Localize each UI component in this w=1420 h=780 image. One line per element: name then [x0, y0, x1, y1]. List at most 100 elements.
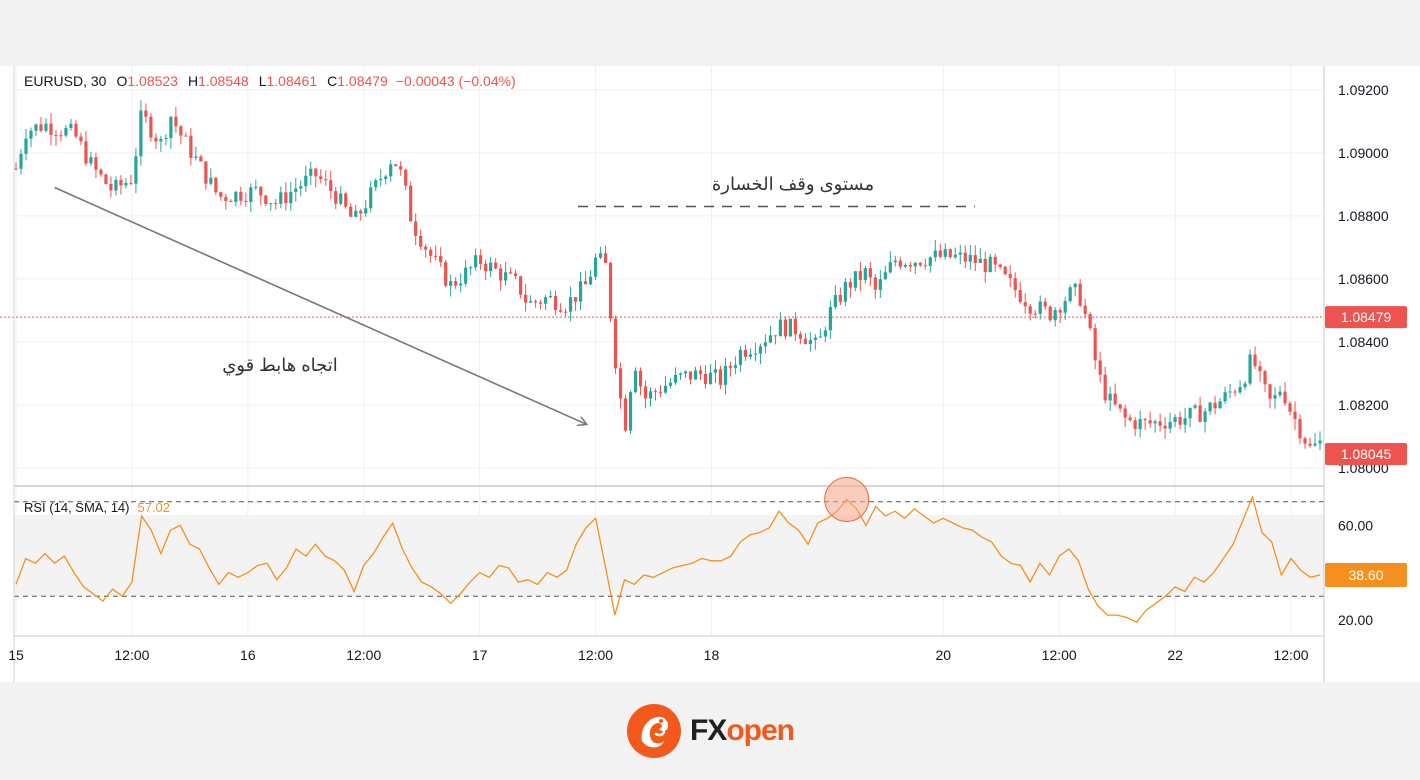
candle-body — [668, 382, 673, 386]
candle-body — [299, 186, 303, 189]
candle-body — [618, 368, 623, 399]
candle-body — [1048, 306, 1052, 321]
candle-body — [928, 257, 932, 266]
candle-body — [553, 295, 558, 311]
candle-body — [319, 176, 323, 180]
rsi-band-fill — [14, 515, 1324, 596]
candle-body — [449, 281, 453, 286]
candle-body — [169, 116, 173, 139]
brand-prefix: FX — [689, 714, 727, 747]
candle-body — [59, 135, 63, 137]
candle-body — [1033, 313, 1037, 315]
candle-body — [94, 157, 98, 170]
candle-body — [953, 254, 957, 258]
candle-body — [24, 138, 28, 154]
candle-body — [908, 264, 912, 267]
rsi-legend-value: 57.02 — [137, 500, 170, 515]
rsi-value-tag-box — [1325, 562, 1407, 587]
candle-body — [678, 373, 683, 375]
candle-body — [693, 370, 698, 380]
legend-o-value: 1.08523 — [127, 73, 178, 89]
candle-body — [399, 166, 403, 170]
time-tick-label: 20 — [935, 647, 951, 663]
legend-c-label: C — [327, 73, 337, 89]
candle-body — [419, 235, 423, 247]
candle-body — [563, 311, 568, 313]
candle-body — [189, 135, 193, 158]
rsi-legend: RSI (14, SMA, 14) 57.02 — [24, 500, 170, 515]
candle-body — [573, 297, 578, 302]
candle-body — [44, 123, 48, 131]
candle-body — [194, 156, 198, 158]
candle-body — [409, 185, 413, 222]
candle-body — [1013, 278, 1017, 291]
candle-body — [1203, 411, 1207, 422]
time-tick-label: 16 — [240, 647, 256, 663]
candle-body — [434, 255, 438, 257]
candle-body — [174, 116, 178, 127]
trend-arrow — [54, 186, 586, 425]
price-tick-label: 1.08600 — [1338, 271, 1389, 287]
price-chart[interactable]: مستوى وقف الخسارة اتجاه هابط قوي EURUSD,… — [0, 66, 1420, 682]
candle-body — [1108, 393, 1112, 401]
candle-body — [753, 353, 758, 355]
candle-body — [838, 294, 842, 302]
candle-body — [988, 256, 992, 272]
candle-body — [1193, 405, 1197, 408]
candle-body — [129, 182, 133, 184]
candle-body — [688, 371, 693, 380]
candle-body — [344, 193, 348, 207]
legend-symbol: EURUSD, 30 — [24, 73, 107, 89]
candle-body — [1073, 283, 1077, 288]
candle-body — [803, 338, 807, 345]
candle-body — [474, 255, 478, 268]
footer: FXopen — [0, 682, 1420, 780]
candle-body — [1043, 301, 1047, 307]
candle-body — [963, 252, 967, 262]
candle-body — [514, 273, 518, 277]
candle-body — [893, 260, 897, 263]
candle-body — [773, 335, 778, 337]
candle-body — [738, 349, 743, 366]
candle-body — [663, 385, 668, 393]
candle-body — [134, 156, 138, 184]
time-tick-label: 17 — [472, 647, 488, 663]
candle-body — [1098, 360, 1102, 375]
legend-change: −0.00043 (−0.04%) — [396, 73, 516, 89]
candle-body — [538, 302, 543, 304]
rsi-highlight-circle — [824, 476, 870, 522]
dragon-emblem-icon — [626, 704, 681, 758]
price-tick-label: 1.08200 — [1338, 397, 1389, 413]
candle-body — [938, 250, 942, 257]
candle-body — [718, 369, 723, 385]
candle-body — [529, 301, 533, 303]
legend-l-value: 1.08461 — [267, 73, 318, 89]
candle-body — [1138, 419, 1142, 430]
candle-body — [349, 206, 353, 217]
candle-body — [933, 250, 937, 258]
candle-body — [49, 123, 53, 135]
candle-body — [768, 335, 773, 343]
candle-body — [464, 267, 468, 284]
rsi-tick-label: 60.00 — [1338, 517, 1373, 533]
candle-body — [1263, 371, 1267, 385]
candle-body — [638, 370, 643, 387]
candle-body — [783, 319, 788, 337]
candle-body — [334, 190, 338, 204]
candle-body — [998, 264, 1002, 267]
candle-body — [1123, 408, 1127, 418]
candle-body — [1003, 266, 1007, 275]
candle-body — [723, 365, 728, 385]
candle-body — [459, 283, 463, 286]
candle-body — [588, 276, 593, 285]
candle-body — [54, 134, 58, 136]
candle-body — [414, 221, 418, 236]
fxopen-logo[interactable]: FXopen — [626, 703, 795, 759]
time-tick-label: 22 — [1167, 647, 1183, 663]
candle-body — [1078, 283, 1082, 306]
candle-body — [623, 398, 628, 431]
candle-body — [104, 174, 108, 185]
candle-body — [394, 164, 398, 167]
candle-body — [943, 249, 947, 257]
candle-body — [284, 192, 288, 204]
